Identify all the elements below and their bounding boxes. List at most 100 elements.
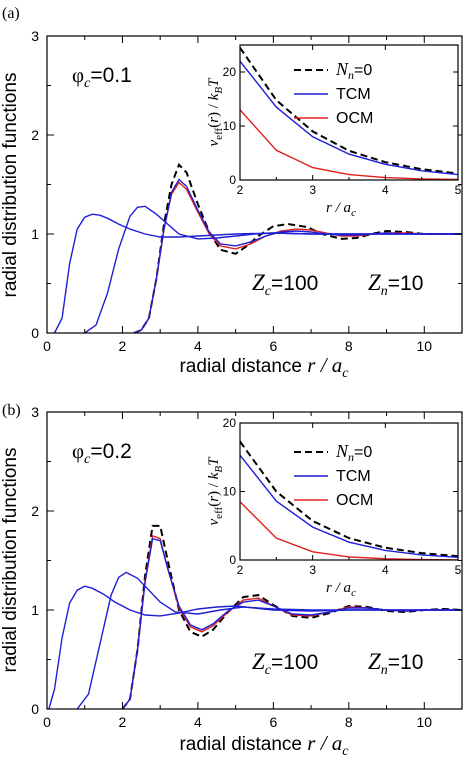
zn-value: =10: [388, 651, 424, 674]
series-line-tcm-3: [76, 571, 462, 709]
x-axis-label: radial distance r / ac: [179, 353, 349, 381]
series-group: [53, 162, 462, 333]
inset-y-label-b: B: [213, 87, 225, 94]
zn-value: =10: [388, 272, 424, 295]
series-line-tcm-3: [84, 205, 462, 333]
y-tick-label: 2: [31, 503, 39, 519]
series-line-ocm: [121, 534, 462, 709]
inset-y-tick-label: 20: [223, 416, 237, 430]
zc-annotation: Zc=100: [252, 270, 318, 299]
x-tick-label: 10: [416, 338, 432, 354]
y-tick-label: 1: [31, 602, 39, 618]
x-axis-label-text: radial distance: [179, 734, 307, 755]
zc-subscript: c: [265, 284, 272, 299]
legend-label-n: N: [335, 441, 349, 461]
legend-label: TCM: [336, 468, 371, 485]
y-axis-label: radial distribution functions: [0, 73, 21, 298]
zn-subscript: n: [381, 663, 388, 678]
zc-symbol: Z: [252, 270, 265, 295]
inset-x-axis-label-var: r / a: [326, 580, 351, 596]
inset-chart: 2 3 4 5 0 10 20 r / ac veff(r) / kBT Nn=0 TCM OCM: [206, 416, 462, 599]
x-axis-label-sub: c: [342, 366, 349, 381]
inset-y-tick-label: 20: [223, 65, 237, 79]
legend-label: Nn=0: [335, 59, 372, 82]
inset-x-tick-label: 3: [309, 183, 316, 197]
y-tick-label: 3: [31, 404, 39, 420]
phi-value: =0.2: [90, 440, 131, 463]
x-axis-label: radial distance r / ac: [179, 731, 349, 759]
x-tick-label: 2: [119, 714, 127, 730]
inset-y-label-b: B: [213, 466, 225, 473]
inset-y-tick-label: 10: [223, 485, 237, 499]
inset-series-line-1: [240, 60, 458, 176]
panel-label: (b): [2, 402, 21, 419]
x-tick-label: 6: [269, 714, 277, 730]
phi-value: =0.1: [90, 64, 131, 87]
zn-symbol: Z: [368, 649, 381, 674]
x-tick-label: 6: [269, 338, 277, 354]
inset-y-label-k: k: [206, 472, 222, 479]
inset-y-label-v: v: [206, 518, 222, 525]
zc-value: =100: [271, 651, 318, 674]
phi-symbol: φ: [72, 439, 84, 463]
legend-label-n: N: [335, 59, 349, 79]
inset-x-tick-label: 5: [455, 183, 462, 197]
inset-chart: 2 3 4 5 0 10 20 r / ac veff(r) / kBT Nn=0 TCM OCM: [206, 44, 462, 219]
phi-subscript: c: [84, 452, 91, 467]
inset-y-label-v: v: [206, 139, 222, 146]
y-tick-label: 3: [31, 28, 39, 44]
series-line-tcm-4: [48, 585, 462, 709]
zc-annotation: Zc=100: [252, 649, 318, 678]
y-tick-label: 2: [31, 127, 39, 143]
zc-subscript: c: [265, 663, 272, 678]
x-axis-label-text: radial distance: [179, 356, 307, 377]
inset-x-axis-label-sub: c: [351, 587, 356, 599]
legend-label-text: TCM: [336, 468, 371, 485]
inset-y-label-eff: eff: [213, 127, 225, 139]
inset-y-label-slash: ) /: [206, 100, 222, 117]
x-tick-label: 4: [194, 338, 202, 354]
panel-label: (a): [2, 5, 20, 22]
inset-series-line-0: [240, 440, 458, 558]
y-tick-label: 1: [31, 226, 39, 242]
inset-x-tick-label: 2: [237, 563, 244, 577]
inset-y-label-paren-open: (: [206, 123, 222, 128]
legend-label-sub: n: [348, 450, 354, 464]
legend-label-tail: =0: [354, 62, 372, 79]
inset-series-line-1: [240, 454, 458, 558]
series-line-ocm: [133, 181, 462, 333]
inset-background: [240, 45, 458, 180]
inset-x-tick-label: 2: [237, 183, 244, 197]
inset-y-label-slash: ) /: [206, 479, 222, 496]
x-tick-label: 8: [345, 714, 353, 730]
zc-symbol: Z: [252, 649, 265, 674]
inset-x-tick-label: 4: [382, 563, 389, 577]
zn-annotation: Zn=10: [368, 649, 423, 678]
phi-annotation: φc=0.1: [72, 63, 132, 91]
inset-x-tick-label: 4: [382, 183, 389, 197]
inset-y-label-paren-open: (: [206, 502, 222, 507]
x-tick-label: 2: [119, 338, 127, 354]
x-tick-label: 8: [345, 338, 353, 354]
x-axis-label-var: r / a: [307, 731, 342, 755]
inset-x-tick-label: 3: [309, 563, 316, 577]
series-line-nn0: [133, 162, 462, 333]
inset-x-axis-label: r / ac: [326, 580, 356, 599]
inset-y-tick-label: 10: [223, 119, 237, 133]
series-line-tcm-2: [121, 537, 462, 709]
zn-annotation: Zn=10: [368, 270, 423, 299]
phi-symbol: φ: [72, 63, 84, 87]
series-group: [48, 524, 462, 709]
inset-y-label-t: T: [206, 77, 222, 87]
y-tick-label: 0: [31, 325, 39, 341]
x-tick-label: 4: [194, 714, 202, 730]
inset-y-label-r: r: [206, 117, 222, 123]
inset-y-label-eff: eff: [213, 506, 225, 518]
legend-label-text: OCM: [336, 492, 373, 509]
inset-x-tick-label: 5: [455, 563, 462, 577]
x-axis-label-var: r / a: [307, 353, 342, 377]
inset-x-axis-label: r / ac: [326, 200, 356, 219]
x-axis-label-sub: c: [342, 744, 349, 759]
